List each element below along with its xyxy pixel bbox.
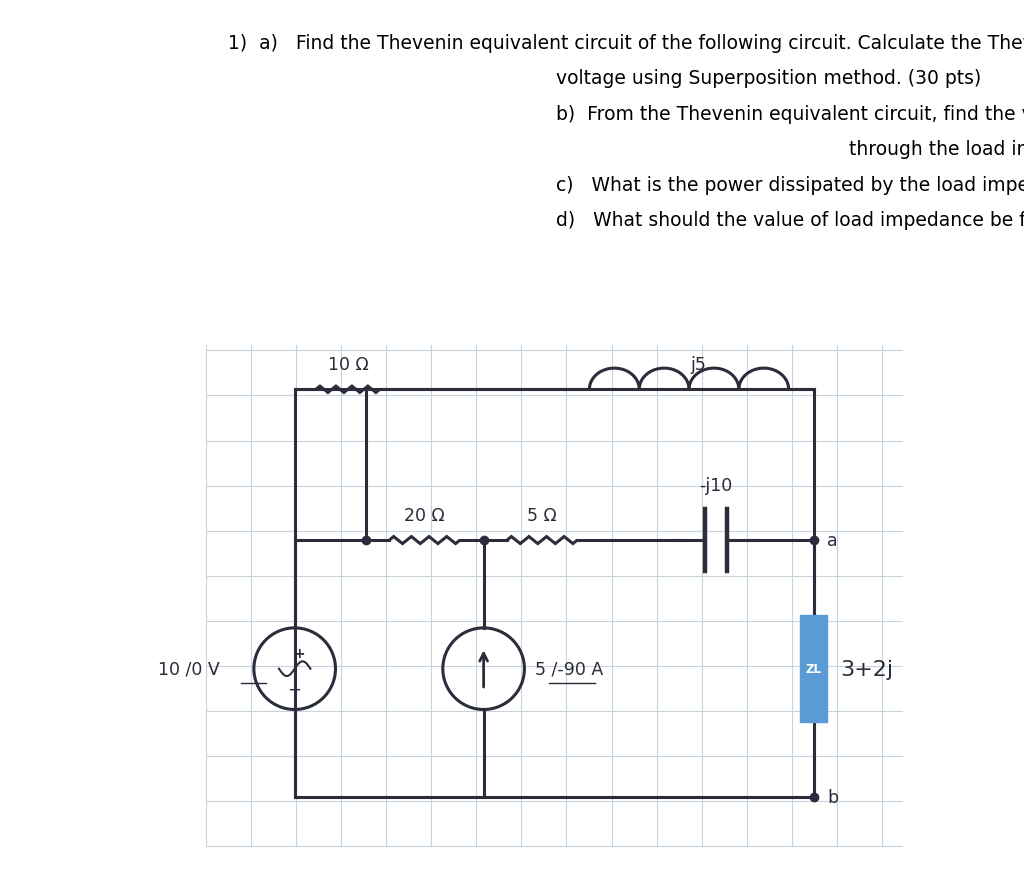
Text: 5 Ω: 5 Ω [527,507,557,525]
Text: c)   What is the power dissipated by the load impedance? (5 pts): c) What is the power dissipated by the l… [556,175,1024,194]
Text: 10 /0 V: 10 /0 V [158,660,219,678]
Text: 10 Ω: 10 Ω [328,356,369,374]
Text: 3+2j: 3+2j [840,659,893,679]
Text: +: + [293,647,305,660]
Text: -j10: -j10 [699,477,732,494]
Text: 5 /-90 A: 5 /-90 A [536,660,603,678]
Text: 20 Ω: 20 Ω [404,507,445,525]
Text: ZL: ZL [806,663,821,675]
Text: −: − [288,680,302,697]
Text: j5: j5 [690,356,706,374]
Text: b: b [827,789,838,806]
Text: a: a [827,532,838,549]
Bar [801,616,827,722]
Text: d)   What should the value of load impedance be for maximum power transfer? (5 p: d) What should the value of load impedan… [556,211,1024,229]
Text: b)  From the Thevenin equivalent circuit, find the voltage across and the curren: b) From the Thevenin equivalent circuit,… [556,105,1024,123]
Text: voltage using Superposition method. (30 pts): voltage using Superposition method. (30 … [556,69,982,88]
Text: through the load impedance ZL which is connected between a & b. (10 pts): through the load impedance ZL which is c… [849,140,1024,159]
Text: 1)  a)   Find the Thevenin equivalent circuit of the following circuit. Calculat: 1) a) Find the Thevenin equivalent circu… [228,34,1024,52]
